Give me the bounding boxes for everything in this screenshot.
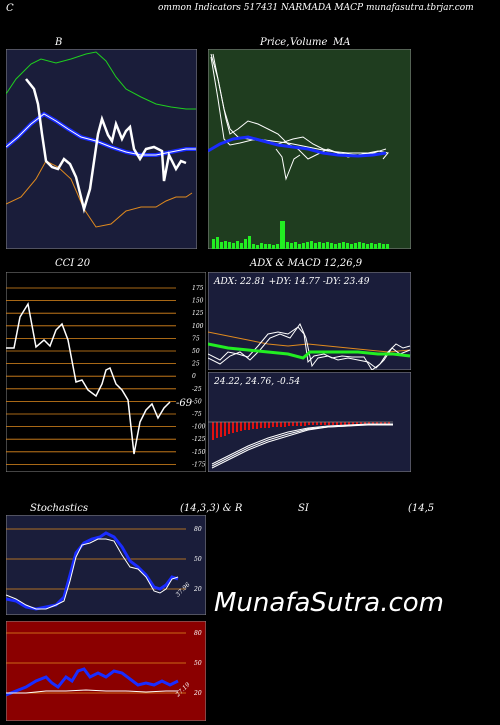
cci-tick-label: 125 [192, 310, 204, 317]
cci-label: CCI 20 [55, 258, 91, 269]
stoch-params: (14,3,3) & R [180, 503, 243, 514]
cci-tick-label: -75 [192, 411, 202, 418]
cci-tick-label: -150 [192, 449, 206, 456]
svg-text:50: 50 [194, 556, 202, 563]
cci-tick-label: -175 [192, 461, 206, 468]
ma-label: MA [333, 37, 351, 48]
volume-label: Volume [290, 37, 328, 48]
stoch-chart: 80 50 20 37.96 [6, 515, 206, 615]
price-label: Price, [260, 37, 290, 48]
stoch-label: Stochastics [30, 503, 88, 514]
cci-tick-label: -100 [192, 424, 206, 431]
rsi-params: (14,5 [408, 503, 435, 514]
cci-tick-label: 25 [191, 361, 200, 368]
bb-price-line [25, 78, 187, 214]
cci-tick-label: 0 [192, 373, 196, 380]
svg-text:50: 50 [194, 660, 202, 667]
price-ma-line [208, 135, 387, 158]
header-title: ommon Indicators 517431 NARMADA MACP mun… [158, 3, 474, 13]
cci-tick-label: 75 [192, 335, 200, 342]
adx-line [208, 342, 411, 360]
header-left-letter: C [6, 3, 14, 14]
bb-upper-band [6, 51, 196, 110]
cci-tick-label: 50 [192, 348, 200, 355]
macd-chart: 24.22, 24.76, -0.54 [208, 372, 411, 472]
bb-lower-band [6, 160, 193, 228]
svg-text:80: 80 [194, 526, 202, 533]
cci-tick-label: 150 [192, 298, 204, 305]
price-chart [208, 49, 411, 249]
cci-line [6, 301, 171, 455]
watermark: MunafaSutra.com [214, 588, 445, 618]
volume-bars [212, 221, 389, 249]
svg-text:80: 80 [194, 630, 202, 637]
rsi-chart: 80 50 20 27.19 [6, 621, 206, 721]
bollinger-label: B [55, 37, 63, 48]
bollinger-chart [6, 49, 197, 249]
rsi-label: SI [298, 503, 309, 514]
rsi-line [6, 667, 179, 697]
svg-text:20: 20 [193, 690, 202, 697]
stoch-k-line [6, 531, 179, 611]
cci-last-value: -69 [176, 398, 193, 409]
cci-chart: 175 150 125 100 75 50 25 0 -25 -50 -75 -100 -125 -150… [6, 272, 206, 472]
macd-values: 24.22, 24.76, -0.54 [213, 377, 300, 387]
cci-tick-label: -125 [192, 436, 206, 443]
svg-text:20: 20 [193, 586, 202, 593]
cci-grid [6, 287, 176, 465]
adx-label: ADX & MACD 12,26,9 [250, 258, 363, 269]
cci-tick-label: 175 [192, 285, 204, 292]
adx-values: ADX: 22.81 +DY: 14.77 -DY: 23.49 [213, 277, 370, 287]
cci-tick-label: -25 [192, 386, 202, 393]
cci-tick-label: -50 [192, 398, 202, 405]
cci-tick-label: 100 [192, 323, 204, 330]
adx-chart: ADX: 22.81 +DY: 14.77 -DY: 23.49 [208, 272, 411, 370]
stoch-d-line [6, 538, 179, 610]
cci-ticks: 175 150 125 100 75 50 25 0 -25 -50 -75 -100 -125 -150… [191, 285, 206, 468]
